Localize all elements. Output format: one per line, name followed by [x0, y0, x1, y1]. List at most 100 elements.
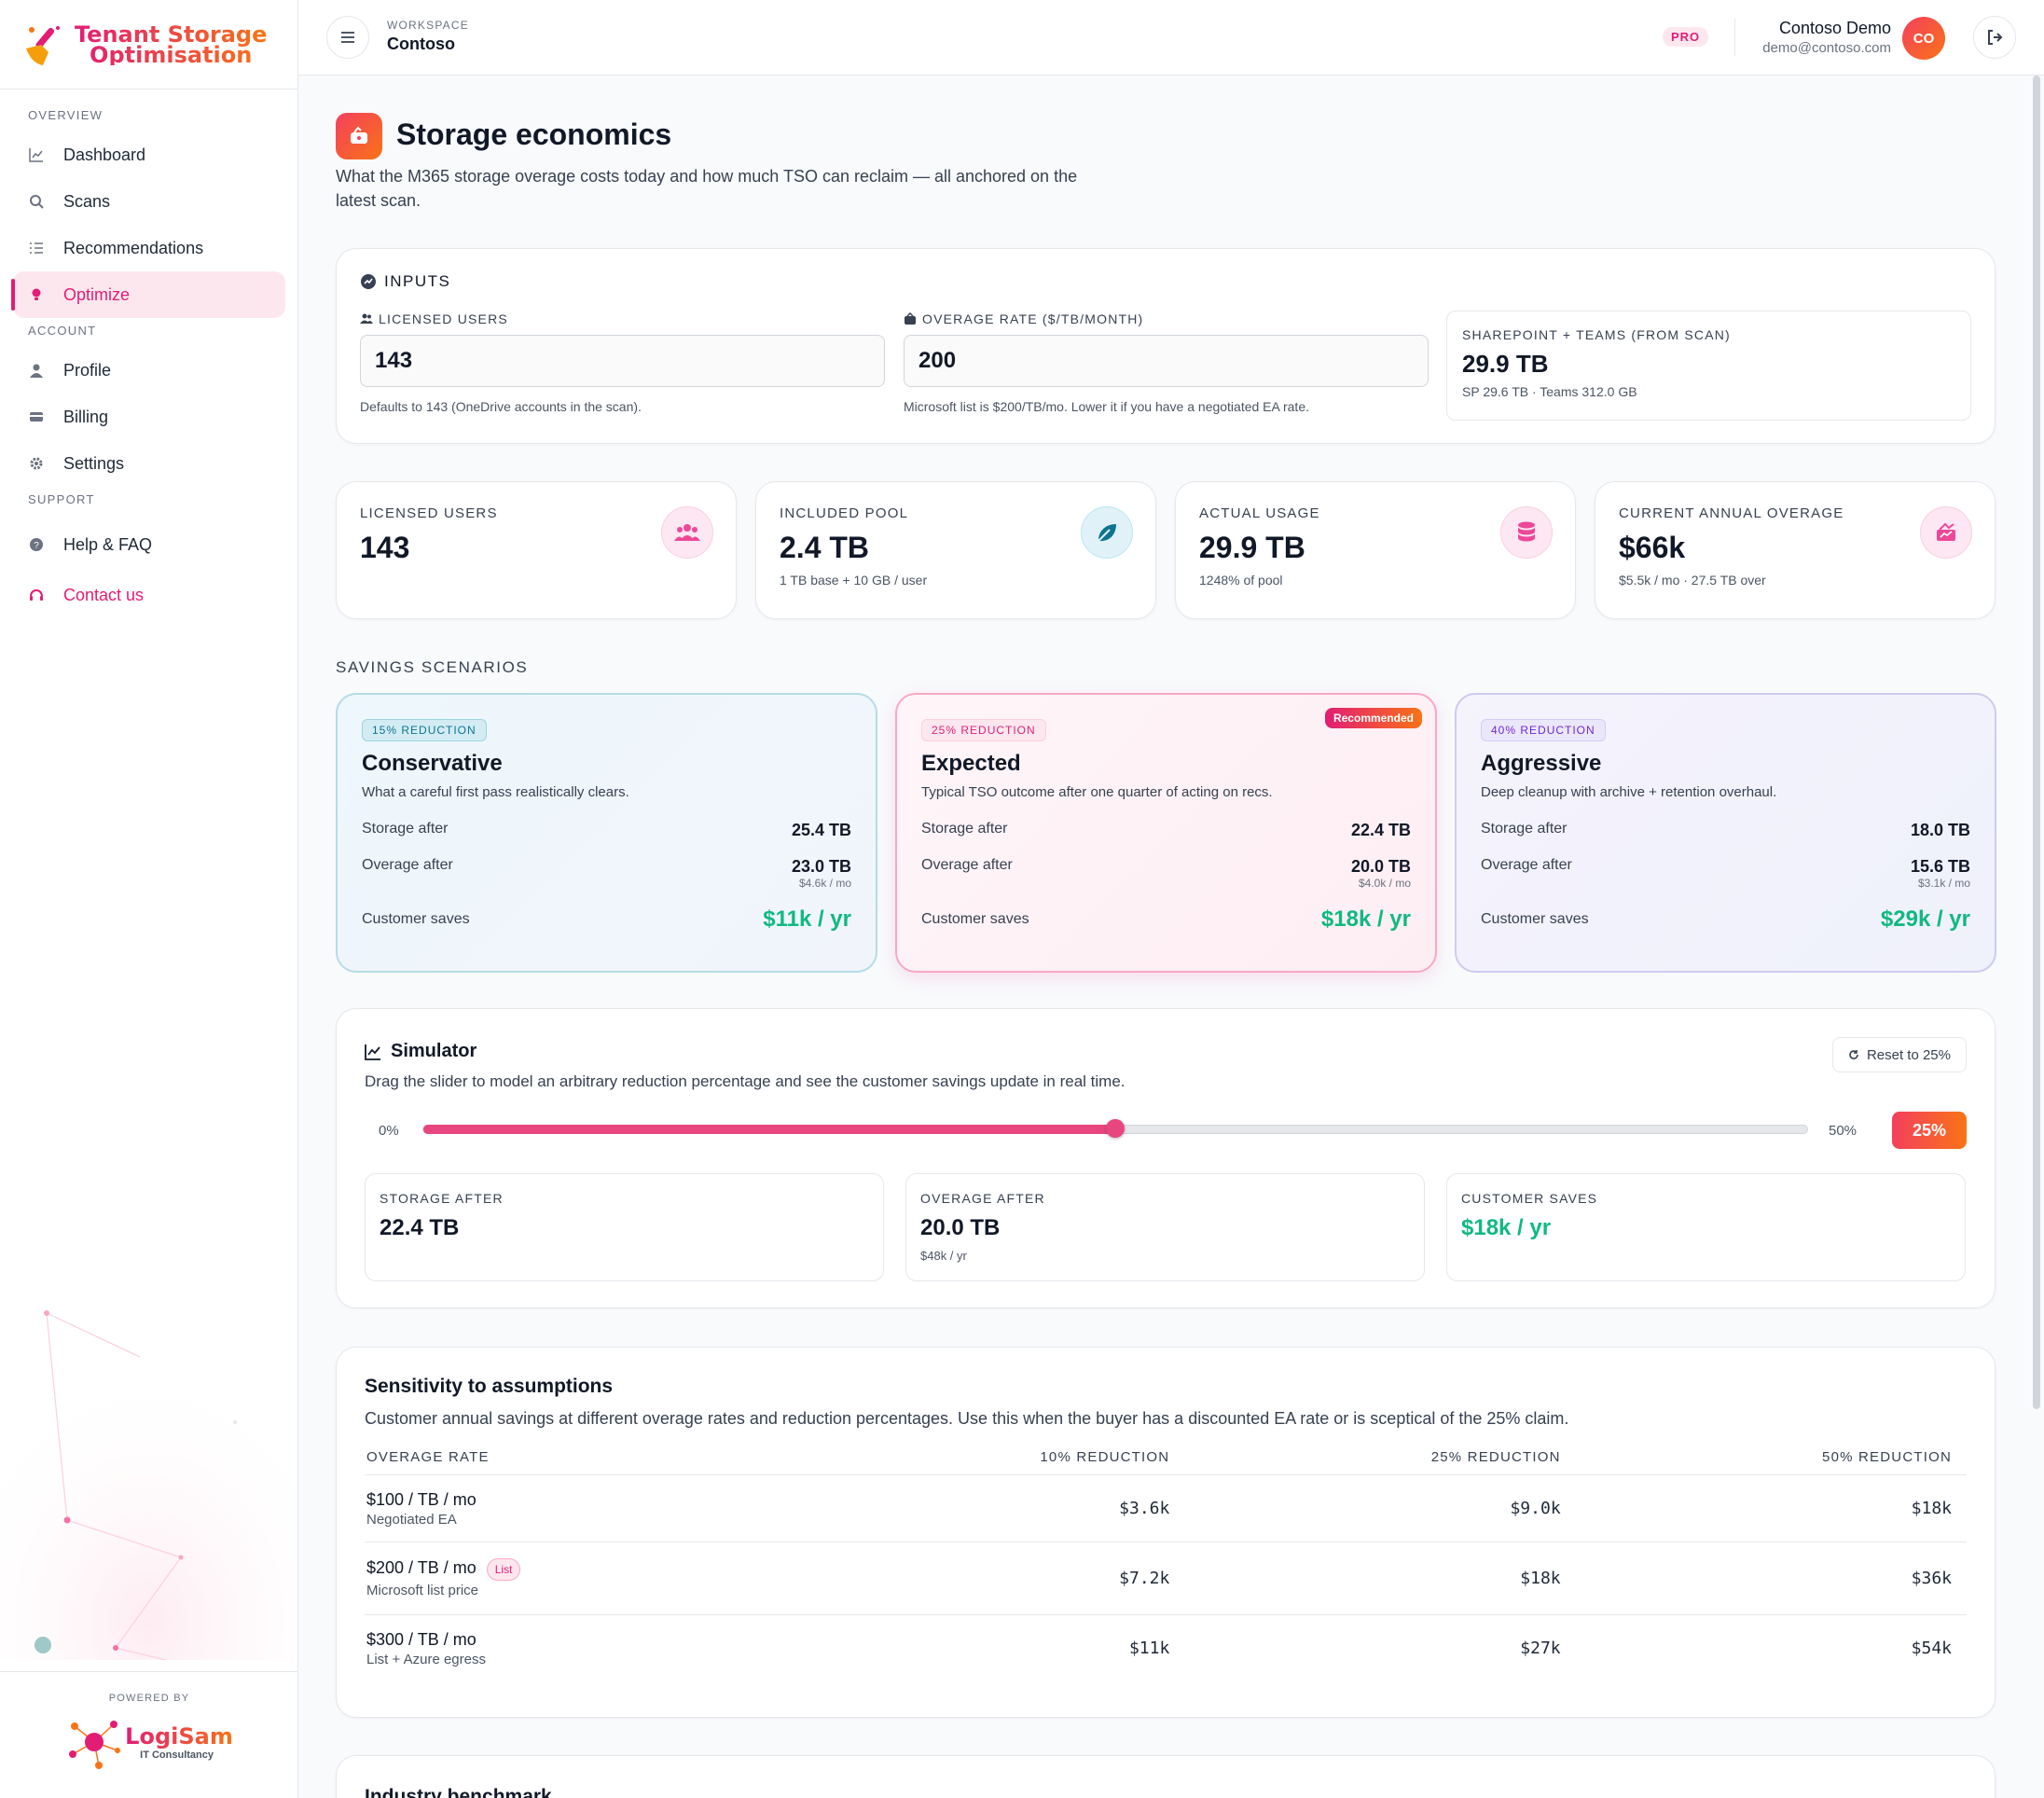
- menu-toggle-button[interactable]: [326, 16, 369, 59]
- scrollbar[interactable]: [2033, 76, 2040, 1409]
- powered-by: POWERED BY LogiSam IT Consultancy: [0, 1671, 297, 1798]
- overage-after-label: Overage after: [362, 857, 453, 873]
- sidebar: Tenant Storage Optimisation OVERVIEW Dash…: [0, 0, 298, 1798]
- brand-title: Tenant Storage Optimisation: [75, 21, 268, 68]
- stat-card-licensed-users: LICENSED USERS 143: [336, 481, 737, 619]
- logout-icon: [1988, 30, 2003, 45]
- sidebar-item-dashboard[interactable]: Dashboard: [13, 131, 285, 178]
- nav-section-overview: OVERVIEW: [28, 108, 104, 122]
- workspace-name[interactable]: Contoso: [387, 35, 455, 53]
- overage-after-label: Overage after: [921, 857, 1013, 873]
- slider-max-label: 50%: [1829, 1123, 1858, 1139]
- sharepoint-teams-detail: SP 29.6 TB · Teams 312.0 GB: [1462, 384, 1637, 399]
- workspace-label: WORKSPACE: [387, 19, 469, 32]
- scenario-name: Expected: [921, 751, 1021, 776]
- storage-after-value: 22.4 TB: [1350, 821, 1411, 839]
- customer-saves-label: Customer saves: [1481, 911, 1589, 927]
- rate-note: List + Azure egress: [366, 1651, 486, 1667]
- page-icon: [336, 113, 382, 159]
- nav-section-support: SUPPORT: [28, 492, 95, 506]
- sidebar-item-profile[interactable]: Profile: [13, 347, 285, 394]
- users-icon: [360, 313, 373, 324]
- rate-note: Microsoft list price: [366, 1583, 479, 1598]
- storage-after-value: 18.0 TB: [1910, 821, 1970, 839]
- slider-value-badge: 25%: [1892, 1112, 1967, 1149]
- logisam-logo[interactable]: LogiSam IT Consultancy: [0, 1713, 297, 1771]
- column-header: 25% REDUCTION: [1184, 1449, 1576, 1475]
- sidebar-item-label: Contact us: [63, 585, 145, 604]
- sidebar-item-settings[interactable]: Settings: [13, 440, 285, 487]
- hamburger-icon: [341, 32, 354, 43]
- stat-card-included-pool: INCLUDED POOL 2.4 TB 1 TB base + 10 GB /…: [755, 481, 1156, 619]
- stat-value: $66k: [1619, 531, 1686, 564]
- scenario-card-aggressive[interactable]: 40% REDUCTION Aggressive Deep cleanup wi…: [1455, 693, 1996, 973]
- refresh-icon: [1849, 1050, 1858, 1059]
- reset-button[interactable]: Reset to 25%: [1831, 1037, 1967, 1072]
- stat-card-annual-overage: CURRENT ANNUAL OVERAGE $66k $5.5k / mo ·…: [1595, 481, 1996, 619]
- topbar: WORKSPACE Contoso PRO Contoso Demo demo@…: [298, 0, 2044, 76]
- reduction-slider[interactable]: [422, 1119, 1808, 1138]
- simulator-description: Drag the slider to model an arbitrary re…: [365, 1072, 1126, 1090]
- benchmark-card: Industry benchmark: [336, 1755, 1996, 1798]
- user-name: Contoso Demo: [1778, 19, 1891, 37]
- simulator-title: Simulator: [391, 1041, 477, 1061]
- savings-cell: $27k: [1520, 1639, 1561, 1659]
- sim-overage-value: 20.0 TB: [920, 1215, 1001, 1240]
- overage-rate-hint: Microsoft list is $200/TB/mo. Lower it i…: [904, 399, 1309, 414]
- sharepoint-teams-label: SHAREPOINT + TEAMS (FROM SCAN): [1462, 327, 1731, 342]
- customer-saves-value: $29k / yr: [1880, 906, 1970, 932]
- overage-monthly: $4.0k / mo: [1358, 877, 1411, 890]
- divider: [1734, 19, 1735, 56]
- sensitivity-description: Customer annual savings at different ove…: [365, 1409, 1569, 1428]
- sidebar-item-recommendations[interactable]: Recommendations: [13, 225, 285, 271]
- licensed-users-input[interactable]: 143: [360, 335, 885, 387]
- overage-after-value: 20.0 TB: [1350, 857, 1411, 876]
- stat-value: 29.9 TB: [1199, 531, 1305, 564]
- sidebar-item-scans[interactable]: Scans: [13, 178, 285, 225]
- sidebar-item-help[interactable]: ? Help & FAQ: [13, 521, 285, 568]
- sensitivity-table: OVERAGE RATE 10% REDUCTION 25% REDUCTION…: [365, 1449, 1967, 1682]
- stat-label: ACTUAL USAGE: [1199, 505, 1320, 521]
- chart-icon: [1920, 506, 1972, 559]
- sim-customer-saves: CUSTOMER SAVES $18k / yr: [1446, 1173, 1966, 1281]
- users-icon: [661, 506, 713, 559]
- stat-label: CURRENT ANNUAL OVERAGE: [1619, 505, 1844, 521]
- benchmark-title: Industry benchmark: [365, 1786, 552, 1798]
- logisam-name: LogiSam: [125, 1723, 233, 1750]
- recommended-badge: Recommended: [1324, 708, 1422, 728]
- sidebar-item-billing[interactable]: Billing: [13, 394, 285, 440]
- sensitivity-card: Sensitivity to assumptions Customer annu…: [336, 1347, 1996, 1718]
- scenario-badge: 40% REDUCTION: [1481, 719, 1606, 741]
- list-badge: List: [486, 1558, 521, 1581]
- slider-thumb[interactable]: [1106, 1119, 1125, 1138]
- nav-section-account: ACCOUNT: [28, 324, 97, 338]
- logout-button[interactable]: [1973, 16, 2016, 59]
- sim-overage-yearly: $48k / yr: [920, 1249, 967, 1263]
- sidebar-item-label: Billing: [63, 407, 109, 426]
- scenario-card-expected[interactable]: Recommended 25% REDUCTION Expected Typic…: [895, 693, 1437, 973]
- powered-by-label: POWERED BY: [108, 1693, 190, 1704]
- simulator-card: Simulator Drag the slider to model an ar…: [336, 1008, 1996, 1308]
- rate-note: Negotiated EA: [366, 1511, 457, 1528]
- overage-after-label: Overage after: [1481, 857, 1572, 873]
- overage-after-value: 23.0 TB: [791, 857, 851, 876]
- overage-rate-input[interactable]: 200: [904, 335, 1429, 387]
- search-icon: [28, 193, 45, 210]
- brand[interactable]: Tenant Storage Optimisation: [0, 0, 297, 90]
- inputs-card: INPUTS LICENSED USERS 143 Defaults to 14…: [336, 248, 1996, 444]
- customer-saves-label: Customer saves: [362, 911, 470, 927]
- stat-detail: $5.5k / mo · 27.5 TB over: [1619, 573, 1766, 588]
- money-icon: [905, 312, 916, 325]
- customer-saves-label: Customer saves: [921, 911, 1029, 927]
- stat-label: LICENSED USERS: [360, 505, 498, 521]
- avatar[interactable]: CO: [1902, 17, 1945, 60]
- sidebar-item-optimize[interactable]: Optimize: [11, 271, 285, 318]
- savings-cell: $3.6k: [794, 1474, 1185, 1542]
- sim-saves-label: CUSTOMER SAVES: [1461, 1191, 1598, 1206]
- sidebar-item-label: Dashboard: [63, 145, 146, 164]
- scenario-card-conservative[interactable]: 15% REDUCTION Conservative What a carefu…: [336, 693, 877, 973]
- sidebar-item-contact[interactable]: Contact us: [13, 572, 285, 618]
- database-icon: [1500, 506, 1553, 559]
- sim-overage-after: OVERAGE AFTER 20.0 TB $48k / yr: [905, 1173, 1425, 1281]
- slider-fill: [423, 1125, 1115, 1134]
